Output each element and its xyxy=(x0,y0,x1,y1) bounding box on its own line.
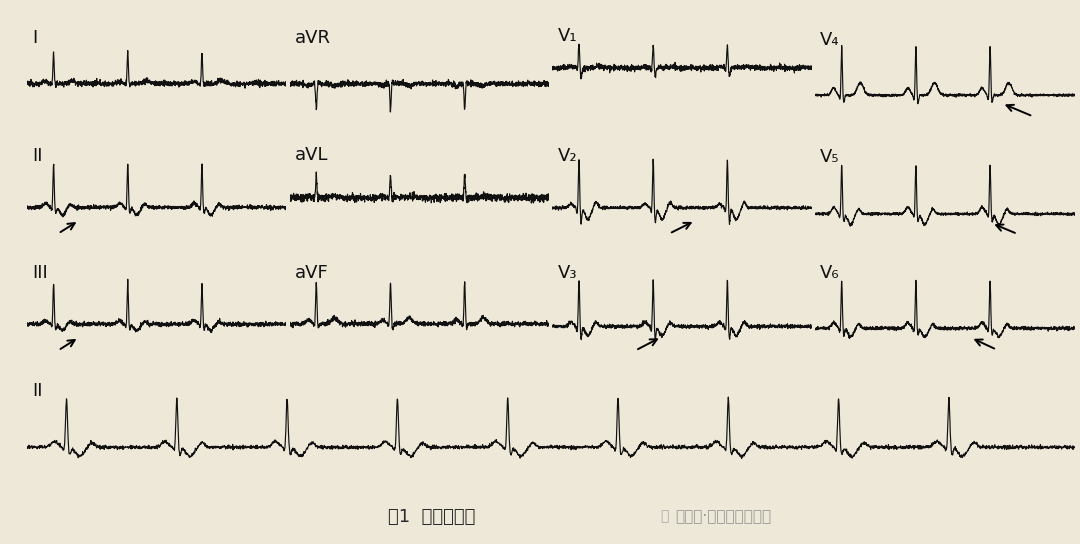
Text: V₄: V₄ xyxy=(821,30,840,48)
Text: 🔊: 🔊 xyxy=(660,509,669,523)
Text: I: I xyxy=(32,29,38,47)
Text: V₂: V₂ xyxy=(557,147,577,165)
Text: V₅: V₅ xyxy=(821,148,840,166)
Text: aVL: aVL xyxy=(295,146,328,164)
Text: 公众号·朱晓晓心电资讯: 公众号·朱晓晓心电资讯 xyxy=(675,509,772,524)
Text: aVR: aVR xyxy=(295,29,330,47)
Text: II: II xyxy=(32,381,43,400)
Text: V₃: V₃ xyxy=(557,264,577,282)
Text: II: II xyxy=(32,147,43,165)
Text: V₆: V₆ xyxy=(821,264,840,282)
Text: 图1  术前心电图: 图1 术前心电图 xyxy=(389,508,475,526)
Text: III: III xyxy=(32,264,48,282)
Text: aVF: aVF xyxy=(295,264,328,282)
Text: V₁: V₁ xyxy=(557,27,577,45)
